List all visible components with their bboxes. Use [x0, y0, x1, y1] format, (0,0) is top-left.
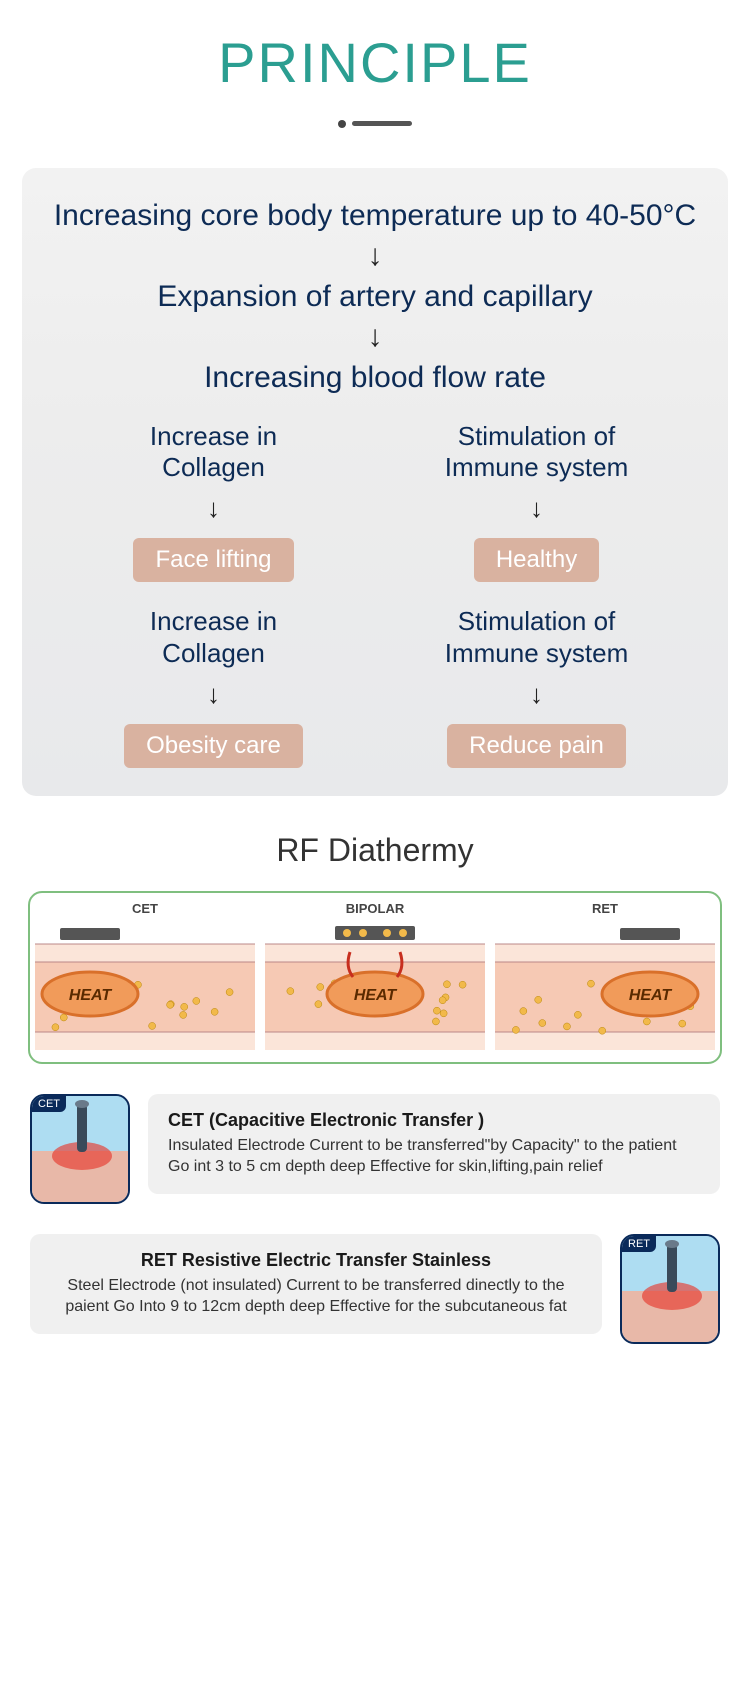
heat-diagram-cet: HEAT — [35, 922, 255, 1052]
rf-title: RF Diathermy — [0, 796, 750, 891]
desc-box: RET Resistive Electric Transfer Stainles… — [30, 1234, 602, 1334]
outcome-pill: Obesity care — [124, 724, 303, 768]
outcome-pill: Healthy — [474, 538, 599, 582]
arrow-down-icon: ↓ — [68, 493, 359, 524]
branch-label: Increase inCollagen — [68, 606, 359, 668]
heat-diagram-ret: HEAT — [495, 922, 715, 1052]
desc-thumb: CET — [30, 1094, 130, 1204]
branch-label: Increase inCollagen — [68, 421, 359, 483]
thumb-tag: RET — [622, 1236, 656, 1252]
svg-text:HEAT: HEAT — [354, 987, 398, 1004]
desc-title: RET Resistive Electric Transfer Stainles… — [50, 1250, 582, 1271]
outcome-pill: Reduce pain — [447, 724, 626, 768]
heat-cell-ret: RET HEAT — [490, 893, 720, 1062]
desc-thumb: RET — [620, 1234, 720, 1344]
desc-row-cet: CET CET (Capacitive Electronic Transfer … — [30, 1094, 720, 1204]
desc-box: CET (Capacitive Electronic Transfer ) In… — [148, 1094, 720, 1194]
arrow-down-icon: ↓ — [52, 322, 698, 352]
flow-step-3: Increasing blood flow rate — [52, 358, 698, 397]
heat-cell-label: CET — [34, 901, 256, 916]
heat-cell-cet: CET HEAT — [30, 893, 260, 1062]
arrow-down-icon: ↓ — [52, 241, 698, 271]
heat-cell-label: RET — [494, 901, 716, 916]
heat-cell-bipolar: BIPOLAR HEAT — [260, 893, 490, 1062]
heat-diagram-bipolar: HEAT — [265, 922, 485, 1052]
rf-diagram-row: CET HEAT BIPOLAR HEAT RET — [28, 891, 722, 1064]
page-title: PRINCIPLE — [0, 0, 750, 115]
heat-cell-label: BIPOLAR — [264, 901, 486, 916]
arrow-down-icon: ↓ — [391, 679, 682, 710]
title-divider — [0, 115, 750, 168]
desc-title: CET (Capacitive Electronic Transfer ) — [168, 1110, 700, 1131]
thumb-tag: CET — [32, 1096, 66, 1112]
arrow-down-icon: ↓ — [391, 493, 682, 524]
arrow-down-icon: ↓ — [68, 679, 359, 710]
desc-text: Insulated Electrode Current to be transf… — [168, 1135, 700, 1178]
flow-panel: Increasing core body temperature up to 4… — [22, 168, 728, 796]
branch-label: Stimulation ofImmune system — [391, 421, 682, 483]
svg-text:HEAT: HEAT — [629, 987, 673, 1004]
flow-step-1: Increasing core body temperature up to 4… — [52, 196, 698, 235]
svg-text:HEAT: HEAT — [69, 987, 113, 1004]
desc-text: Steel Electrode (not insulated) Current … — [50, 1275, 582, 1318]
flow-step-2: Expansion of artery and capillary — [52, 277, 698, 316]
desc-row-ret: RET RET Resistive Electric Transfer Stai… — [30, 1234, 720, 1344]
outcome-pill: Face lifting — [133, 538, 293, 582]
branch-label: Stimulation ofImmune system — [391, 606, 682, 668]
